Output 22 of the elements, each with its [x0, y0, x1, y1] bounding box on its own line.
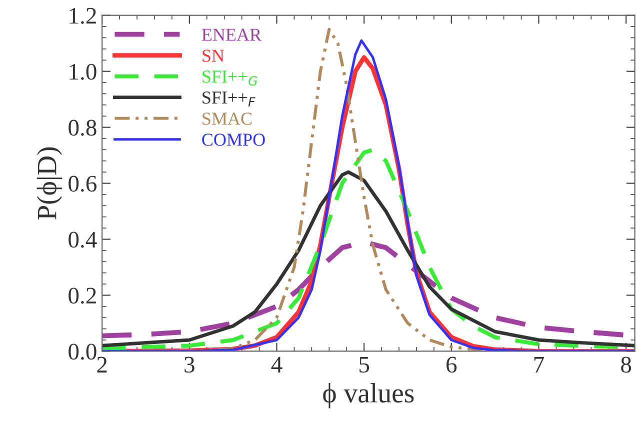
x-tick-label: 2 — [97, 356, 107, 372]
y-tick-label: 0.4 — [68, 232, 97, 248]
legend-label: COMPO — [202, 134, 265, 146]
legend-label: ENEAR — [202, 28, 262, 41]
legend-label: SN — [202, 50, 224, 62]
x-tick-label: 5 — [360, 356, 370, 373]
y-tick-label: 0.2 — [68, 288, 96, 304]
y-axis-title: P(ϕ|D) — [36, 147, 62, 220]
y-tick-label: 0.0 — [68, 344, 96, 360]
y-tick-label: 1.2 — [70, 8, 96, 24]
y-tick-label: 1.0 — [70, 64, 96, 80]
x-tick-label: 8 — [621, 356, 632, 373]
legend-label: SFI++$_{F}$ — [202, 92, 256, 106]
y-tick-label: 0.6 — [68, 176, 97, 192]
x-tick-label: 4 — [271, 356, 282, 372]
y-tick-label: 0.8 — [68, 120, 96, 136]
legend-label: SFI++$_{G}$ — [202, 70, 258, 86]
x-tick-label: 3 — [184, 356, 194, 373]
x-tick-label: 7 — [534, 356, 544, 372]
x-tick-label: 6 — [446, 356, 457, 373]
x-axis-title: ϕ values — [323, 383, 414, 408]
legend-label: SMAC — [202, 112, 252, 125]
